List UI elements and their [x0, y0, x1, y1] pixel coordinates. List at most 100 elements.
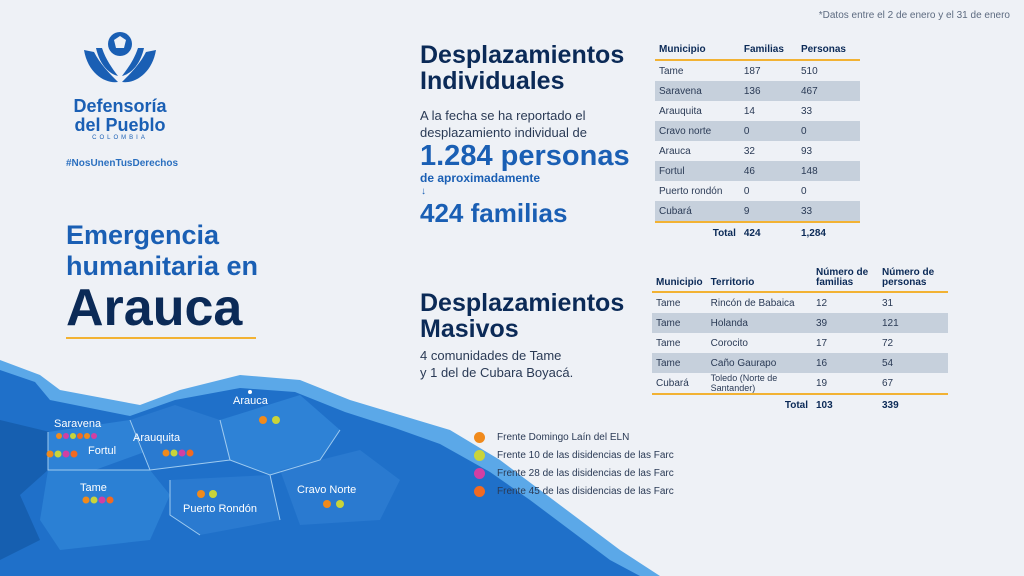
- cell: 103: [812, 393, 878, 415]
- cell: Toledo (Norte de Santander): [710, 373, 778, 393]
- table-row: Tame Rincón de Babaica 12 31: [652, 292, 948, 313]
- arauca-city-marker: [248, 390, 252, 394]
- individual-text-line1: A la fecha se ha reportado el: [420, 108, 586, 123]
- group-dots-saravena: [56, 433, 97, 439]
- cell: Fortul: [655, 161, 740, 181]
- cell: 0: [800, 185, 807, 197]
- cell: 0: [743, 185, 750, 197]
- logo-country: COLOMBIA: [92, 135, 148, 141]
- cell: Tame: [656, 337, 681, 349]
- col-header-familias: Número de familias: [812, 268, 878, 293]
- cell: 31: [882, 297, 894, 309]
- masivo-text-line2: y 1 del de Cubara Boyacá.: [420, 365, 574, 380]
- arrow-down-icon: ↓: [421, 186, 426, 197]
- cell: 1,284: [796, 221, 860, 243]
- cell: Corocito: [710, 337, 748, 349]
- title-underline: [66, 337, 256, 339]
- table-header-row: Municipio Familias Personas: [655, 44, 860, 61]
- cell: 19: [816, 377, 828, 389]
- table-row: Tame Corocito 17 72: [652, 333, 948, 353]
- hands-flag-icon: [84, 32, 156, 83]
- masivo-heading-line1: Desplazamientos: [420, 289, 625, 317]
- col-header-territorio: Territorio: [706, 268, 812, 293]
- cell: 72: [882, 337, 894, 349]
- individual-text-line2: desplazamiento individual de: [420, 125, 587, 140]
- table-row: Tame 187 510: [655, 60, 860, 81]
- cell: 136: [739, 81, 797, 101]
- cell: Cravo norte: [655, 121, 740, 141]
- legend-item: Frente Domingo Laín del ELN: [474, 432, 674, 443]
- cell: Tame: [652, 313, 707, 333]
- table-header-row: Municipio Territorio Número de familias …: [652, 268, 948, 293]
- defensoria-logo: Defensoría del Pueblo COLOMBIA: [60, 30, 180, 141]
- cell: Arauquita: [659, 105, 702, 117]
- table-row: Fortul 46 148: [655, 161, 860, 181]
- cell: Total: [706, 393, 812, 415]
- table-total-row: Total 103 339: [652, 393, 948, 415]
- cell: 39: [812, 313, 878, 333]
- cell: 32: [743, 145, 755, 157]
- masivo-text: 4 comunidades de Tame y 1 del de Cubara …: [420, 347, 573, 381]
- cell: Arauca: [659, 145, 691, 157]
- cell: 54: [878, 353, 948, 373]
- legend-dot-icon: [474, 468, 485, 479]
- cell: 0: [739, 121, 797, 141]
- cell: 46: [739, 161, 797, 181]
- col-header-personas: Número de personas: [878, 268, 948, 293]
- group-dots-arauquita: [162, 449, 194, 457]
- cell: Puerto rondón: [659, 185, 723, 197]
- title-line2: humanitaria en: [66, 251, 259, 281]
- cell: 14: [743, 105, 755, 117]
- col-header-municipio: Municipio: [652, 268, 707, 293]
- group-dots-cravo-norte: [323, 500, 344, 508]
- logo-name-line2: del Pueblo: [74, 115, 166, 135]
- group-dots-tame: [82, 496, 114, 504]
- cell: 187: [743, 65, 761, 77]
- group-dots-fortul: [46, 450, 78, 458]
- map-label-tame: Tame: [80, 482, 107, 494]
- legend-label: Frente 45 de las disidencias de las Farc: [497, 486, 674, 497]
- individual-approx-label: de aproximadamente: [420, 171, 541, 185]
- group-dots-arauca: [259, 416, 280, 424]
- table-row: Tame Caño Gaurapo 16 54: [652, 353, 948, 373]
- individual-people-count: 1.284 personas: [420, 140, 630, 172]
- hashtag: #NosUnenTusDerechos: [66, 158, 179, 169]
- cell: 33: [796, 201, 860, 222]
- legend: Frente Domingo Laín del ELN Frente 10 de…: [474, 432, 674, 504]
- map-label-arauquita: Arauquita: [133, 432, 181, 444]
- cell: Holanda: [706, 313, 812, 333]
- col-header-personas: Personas: [796, 44, 860, 61]
- individual-table: Municipio Familias Personas Tame 187 510 S…: [655, 44, 860, 243]
- col-header-municipio: Municipio: [655, 44, 740, 61]
- arauca-map: Arauca Saravena Arauquita Fortul Tame Pu…: [0, 360, 660, 576]
- individual-heading-line2: Individuales: [420, 67, 565, 95]
- cell: 467: [796, 81, 860, 101]
- cell: Total: [655, 221, 740, 243]
- table-total-row: Total 424 1,284: [655, 221, 860, 243]
- title-line3: Arauca: [66, 279, 243, 337]
- cell: [652, 393, 707, 415]
- cell: 33: [800, 105, 813, 117]
- cell: 12: [816, 297, 828, 309]
- logo-name-line1: Defensoría: [73, 96, 167, 116]
- masivo-text-line1: 4 comunidades de Tame: [420, 348, 562, 363]
- table-row: Arauquita 14 33: [655, 101, 860, 121]
- cell: Cubará: [655, 201, 740, 222]
- table-row: Puerto rondón 0 0: [655, 181, 860, 201]
- cell: 0: [796, 121, 860, 141]
- individual-text: A la fecha se ha reportado el desplazami…: [420, 107, 587, 141]
- table-row: Cravo norte 0 0: [655, 121, 860, 141]
- individual-families-count: 424 familias: [420, 198, 568, 228]
- legend-label: Frente 10 de las disidencias de las Farc: [497, 450, 674, 461]
- cell: 424: [739, 221, 797, 243]
- cell: Tame: [659, 65, 684, 77]
- cell: 16: [812, 353, 878, 373]
- legend-item: Frente 10 de las disidencias de las Farc: [474, 450, 674, 461]
- table-row: Arauca 32 93: [655, 141, 860, 161]
- cell: Tame: [652, 353, 707, 373]
- cell: 339: [878, 393, 948, 415]
- cell: 510: [800, 65, 818, 77]
- masivo-heading-line2: Masivos: [420, 315, 519, 343]
- cell: 148: [796, 161, 860, 181]
- title-line1: Emergencia: [66, 220, 220, 250]
